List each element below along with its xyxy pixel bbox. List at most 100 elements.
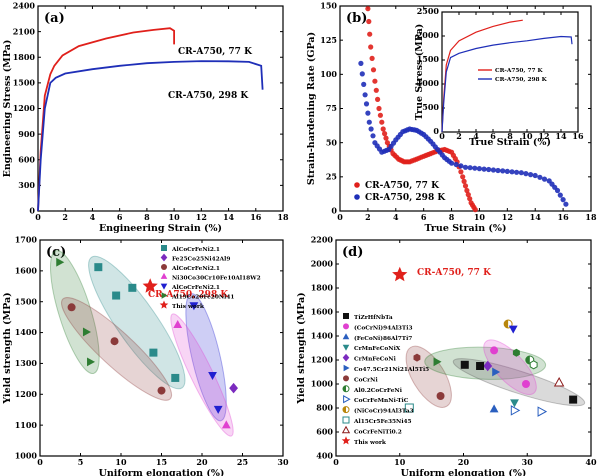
legend-marker: [160, 283, 168, 290]
legend-label: CrMnFeCoNiX: [354, 346, 401, 352]
y-tick-label: 2400: [13, 1, 36, 11]
x-tick-label: 18: [585, 212, 597, 222]
x-axis-label: Uniform elongation (%): [99, 468, 225, 476]
y-tick-label: 1000: [311, 379, 334, 389]
hardening-rate-point: [504, 168, 510, 174]
hardening-rate-point: [365, 6, 371, 12]
hardening-rate-point: [541, 176, 548, 182]
y-tick-label: 0: [331, 206, 337, 216]
y-tick-label: 1500: [13, 78, 36, 88]
hardening-rate-point: [379, 119, 385, 125]
data-point: [508, 325, 518, 334]
x-tick-label: 8: [507, 131, 513, 141]
x-tick-label: 12: [538, 131, 549, 141]
hardening-rate-point: [380, 126, 386, 132]
data-point: [229, 382, 238, 394]
panel-label: (c): [46, 245, 66, 260]
x-tick-label: 14: [530, 212, 542, 222]
cluster-ellipse: [49, 250, 100, 375]
y-tick-label: 900: [18, 129, 35, 139]
legend-marker: [343, 323, 349, 330]
legend-marker: [343, 375, 349, 382]
legend-label: CR-A750, 77 K: [365, 181, 440, 191]
legend-marker: [342, 353, 350, 362]
hardening-rate-point: [464, 187, 470, 194]
y-tick-label: 1000: [15, 451, 38, 461]
stress-strain-curve: [37, 27, 176, 212]
x-tick-label: 40: [585, 457, 597, 467]
hardening-rate-point: [509, 169, 515, 175]
y-tick-label: 2100: [13, 26, 36, 36]
data-point-half: [504, 320, 509, 328]
data-point: [112, 291, 121, 300]
legend-label: CR-A750, 298 K: [365, 193, 446, 203]
legend-label: (FeCoNi)86Al7Ti7: [354, 335, 412, 342]
y-tick-label: 1500: [15, 296, 38, 306]
hardening-rate-point: [481, 166, 487, 172]
data-point: [82, 327, 91, 337]
x-tick-label: 10: [394, 457, 406, 467]
hardening-rate-point: [375, 96, 381, 102]
inset-legend-label: CR-A750, 298 K: [495, 77, 548, 83]
x-tick-label: 20: [196, 457, 208, 467]
legend-marker: [161, 292, 168, 299]
legend-marker: [159, 300, 169, 309]
y-tick-label: 400: [316, 451, 333, 461]
hardening-rate-point: [366, 119, 372, 125]
y-axis-label: True Stress (MPa): [414, 24, 425, 121]
data-point: [173, 320, 183, 329]
data-point: [537, 406, 548, 417]
y-tick-label: 1000: [417, 78, 440, 88]
y-tick-label: 1200: [13, 103, 36, 113]
data-point-half: [525, 356, 530, 364]
plot-frame: [37, 5, 284, 212]
data-point: [510, 405, 521, 416]
legend-label: AlCoCrFeNi2.1: [171, 285, 220, 291]
data-point: [553, 376, 565, 387]
y-tick-label: 0: [433, 126, 439, 136]
x-tick-label: 10: [115, 457, 127, 467]
legend-label: TiZrHfNbTa: [354, 315, 393, 321]
data-point: [149, 348, 158, 357]
x-tick-label: 6: [117, 212, 123, 222]
cluster-ellipse: [483, 339, 537, 395]
data-point: [94, 263, 103, 272]
inset-legend-label: CR-A750, 77 K: [495, 68, 544, 74]
data-point: [490, 346, 499, 355]
hardening-rate-point: [537, 174, 543, 180]
hardening-rate-point: [358, 60, 364, 66]
y-axis-label: Yield strength (MPa): [2, 292, 13, 404]
hardening-rate-point: [449, 160, 455, 166]
legend-marker: [343, 395, 351, 404]
x-tick-label: 0: [333, 457, 339, 467]
y-tick-label: 1400: [15, 327, 38, 337]
hardening-rate-point: [376, 105, 382, 112]
x-axis-label: True Strain (%): [425, 223, 507, 234]
x-tick-label: 30: [522, 457, 534, 467]
data-point: [87, 357, 96, 367]
y-tick-label: 1800: [311, 283, 334, 293]
legend-marker: [342, 333, 350, 340]
y-tick-label: 1100: [15, 420, 38, 430]
legend-marker: [161, 264, 167, 270]
x-axis-label: Uniform elongation (%): [401, 468, 527, 476]
hardening-rate-point: [383, 135, 389, 141]
hardening-rate-point: [370, 133, 376, 139]
x-tick-label: 10: [521, 131, 533, 141]
x-tick-label: 15: [156, 457, 167, 467]
hardening-rate-point: [382, 131, 388, 137]
y-tick-label: 1400: [311, 331, 334, 341]
hardening-rate-point: [362, 92, 368, 98]
x-tick-label: 0: [37, 457, 43, 467]
x-tick-label: 14: [223, 212, 235, 222]
hardening-rate-point: [367, 31, 373, 37]
y-tick-label: 600: [18, 154, 35, 164]
hardening-rate-point: [467, 196, 473, 202]
hardening-rate-point: [363, 101, 370, 107]
x-tick-label: 12: [196, 212, 207, 222]
x-tick-label: 4: [473, 131, 479, 141]
hardening-rate-point: [458, 169, 464, 175]
y-tick-label: 1500: [417, 54, 440, 64]
hardening-rate-point: [472, 165, 478, 171]
legend-label: Al19Co20Fe20Ni41: [171, 295, 234, 301]
